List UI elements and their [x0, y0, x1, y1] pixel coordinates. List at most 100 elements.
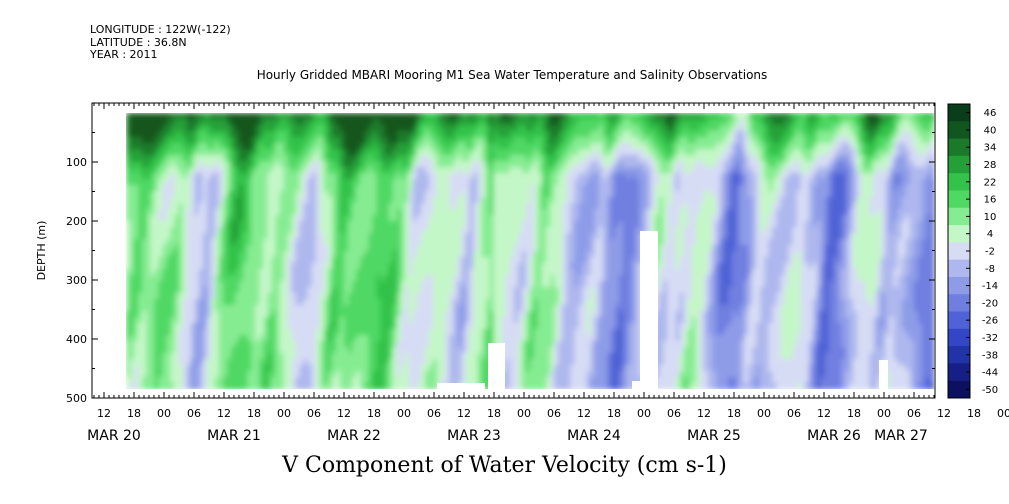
heatmap-cell: [206, 245, 212, 252]
heatmap-cell: [210, 335, 216, 342]
heatmap-cell: [170, 155, 176, 162]
heatmap-cell: [247, 125, 253, 132]
heatmap-cell: [429, 341, 434, 348]
heatmap-cell: [247, 365, 253, 372]
heatmap-cell: [429, 377, 434, 384]
heatmap-cell: [295, 191, 301, 198]
heatmap-cell: [489, 317, 495, 324]
heatmap-cell: [222, 347, 228, 354]
heatmap-cell: [384, 353, 390, 360]
heatmap-cell: [174, 185, 180, 192]
heatmap-cell: [336, 185, 341, 192]
heatmap-cell: [420, 131, 426, 138]
heatmap-cell: [202, 311, 208, 318]
heatmap-cell: [162, 149, 168, 156]
heatmap-cell: [542, 191, 547, 198]
heatmap-cell: [372, 281, 378, 288]
heatmap-cell: [525, 227, 531, 234]
heatmap-cell: [477, 299, 483, 306]
heatmap-cell: [291, 191, 297, 198]
heatmap-cell: [279, 119, 285, 126]
heatmap-cell: [416, 167, 422, 174]
heatmap-cell: [368, 167, 374, 174]
heatmap-cell: [416, 353, 422, 360]
heatmap-cell: [449, 317, 455, 324]
heatmap-cell: [340, 215, 345, 222]
heatmap-cell: [473, 335, 479, 342]
heatmap-cell: [295, 185, 301, 192]
heatmap-cell: [437, 149, 442, 156]
heatmap-cell: [154, 227, 160, 234]
heatmap-cell: [481, 185, 487, 192]
heatmap-cell: [287, 347, 293, 354]
heatmap-cell: [287, 287, 293, 294]
heatmap-cell: [481, 245, 487, 252]
heatmap-cell: [162, 341, 168, 348]
heatmap-cell: [174, 137, 180, 144]
heatmap-cell: [416, 131, 422, 138]
heatmap-cell: [469, 155, 475, 162]
heatmap-cell: [275, 155, 281, 162]
heatmap-cell: [243, 257, 248, 264]
heatmap-cell: [162, 293, 168, 300]
heatmap-cell: [138, 299, 143, 306]
heatmap-cell: [481, 299, 487, 306]
heatmap-cell: [469, 143, 475, 150]
heatmap-cell: [453, 365, 459, 372]
heatmap-cell: [429, 365, 434, 372]
heatmap-cell: [222, 263, 228, 270]
heatmap-cell: [380, 359, 386, 366]
heatmap-cell: [473, 149, 479, 156]
heatmap-cell: [218, 251, 224, 258]
heatmap-cell: [501, 299, 507, 306]
heatmap-cell: [534, 149, 539, 156]
heatmap-cell: [275, 239, 281, 246]
heatmap-cell: [311, 143, 317, 150]
heatmap-cell: [356, 347, 362, 354]
heatmap-cell: [194, 131, 200, 138]
heatmap-cell: [449, 323, 455, 330]
heatmap-cell: [166, 191, 172, 198]
heatmap-cell: [190, 239, 196, 246]
heatmap-cell: [287, 143, 293, 150]
heatmap-cell: [473, 365, 479, 372]
heatmap-cell: [251, 335, 257, 342]
heatmap-cell: [295, 251, 301, 258]
heatmap-cell: [489, 251, 495, 258]
heatmap-cell: [170, 257, 176, 264]
heatmap-cell: [295, 125, 301, 132]
heatmap-cell: [303, 215, 309, 222]
heatmap-cell: [469, 323, 475, 330]
heatmap-cell: [259, 263, 265, 270]
heatmap-cell: [408, 125, 414, 132]
heatmap-cell: [170, 323, 176, 330]
heatmap-cell: [352, 377, 358, 384]
heatmap-cell: [340, 239, 345, 246]
heatmap-cell: [307, 197, 313, 204]
heatmap-cell: [323, 179, 329, 186]
heatmap-cell: [404, 233, 410, 240]
heatmap-cell: [554, 203, 560, 210]
heatmap-cell: [202, 227, 208, 234]
heatmap-cell: [388, 191, 394, 198]
heatmap-cell: [542, 353, 547, 360]
heatmap-cell: [513, 335, 519, 342]
heatmap-cell: [182, 125, 188, 132]
heatmap-cell: [138, 365, 143, 372]
heatmap-cell: [453, 263, 459, 270]
heatmap-cell: [384, 161, 390, 168]
heatmap-cell: [534, 197, 539, 204]
heatmap-cell: [227, 203, 232, 210]
heatmap-cell: [453, 149, 459, 156]
heatmap-cell: [222, 383, 228, 389]
heatmap-cell: [142, 173, 147, 180]
heatmap-cell: [332, 305, 337, 312]
heatmap-cell: [275, 281, 281, 288]
heatmap-cell: [344, 257, 349, 264]
heatmap-cell: [445, 245, 450, 252]
heatmap-cell: [259, 209, 265, 216]
heatmap-cell: [481, 293, 487, 300]
heatmap-cell: [416, 323, 422, 330]
heatmap-cell: [501, 239, 507, 246]
heatmap-cell: [441, 233, 446, 240]
